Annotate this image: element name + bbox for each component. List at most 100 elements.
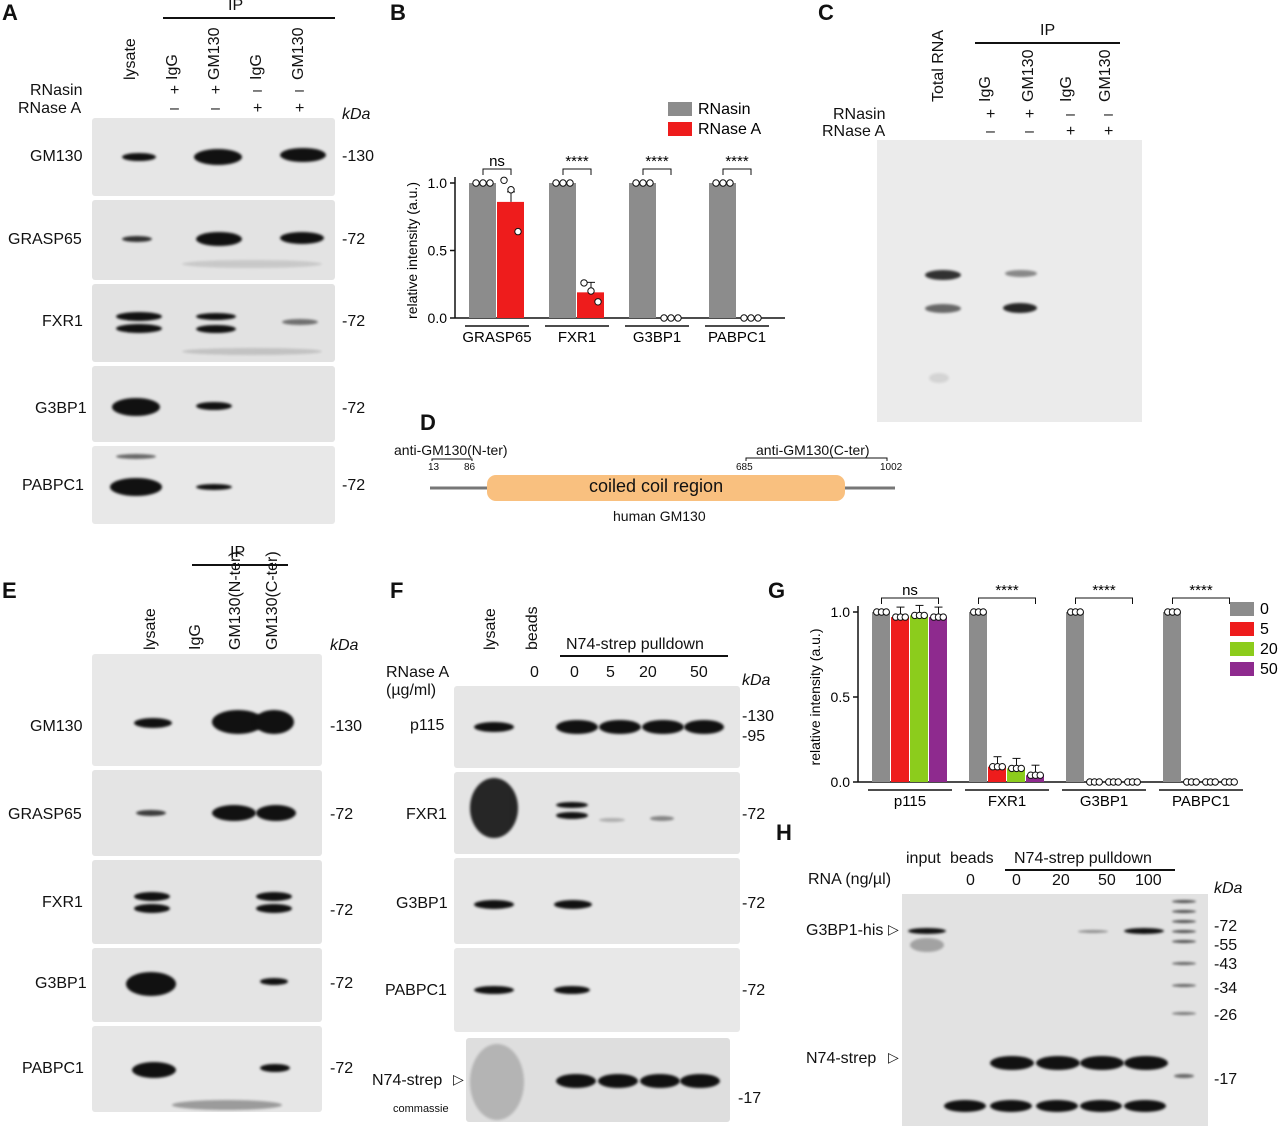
data-point	[882, 608, 890, 616]
domain-diagram	[430, 457, 895, 501]
sign: +	[986, 106, 996, 123]
y-axis-label: relative intensity (a.u.)	[404, 182, 420, 319]
panel-label-b: B	[390, 0, 406, 25]
chart-b: 0.0 0.5 1.0 relative intensity (a.u.) GRASP6…	[404, 101, 785, 346]
sign: +	[1104, 123, 1114, 140]
sign: +	[1066, 123, 1076, 140]
data-point	[719, 179, 727, 187]
marker-label: -72	[330, 1060, 354, 1077]
significance-label: ****	[995, 582, 1019, 599]
data-point	[587, 287, 595, 295]
panel-label-f: F	[390, 578, 404, 603]
bar	[497, 201, 524, 318]
blot-grasp65-a	[92, 200, 335, 280]
conc: 0	[966, 872, 975, 889]
protein-label: human GM130	[613, 508, 706, 524]
bar	[969, 612, 987, 782]
data-point	[979, 608, 987, 616]
lane-label: IgG	[164, 54, 181, 80]
blot-gm130-a	[92, 118, 335, 196]
chart-g-plot: 0.0 0.5 1.0 relative intensity (a.u.) p115 ns…	[807, 582, 1278, 810]
data-point	[1173, 608, 1181, 616]
category-label: PABPC1	[1172, 793, 1230, 810]
data-point	[646, 179, 654, 187]
sign: –	[1066, 106, 1075, 123]
marker-label: -130	[330, 718, 363, 735]
coiled-coil-region-box	[487, 475, 845, 501]
data-point	[1095, 778, 1103, 786]
marker-label: -72	[1214, 918, 1238, 935]
sign: +	[1025, 106, 1035, 123]
bar	[872, 612, 890, 782]
data-point	[939, 613, 947, 621]
category-label: G3BP1	[633, 329, 681, 346]
legend-swatch	[668, 102, 692, 116]
blot-fxr1-e	[92, 860, 322, 944]
ip-label-a: IP	[228, 0, 244, 14]
lane-label: input	[906, 850, 941, 867]
significance-label: ****	[1189, 582, 1213, 599]
pulldown-label-h: N74-strep pulldown	[1014, 850, 1152, 867]
bar	[1163, 612, 1181, 782]
bar	[629, 183, 656, 318]
blot-label: PABPC1	[22, 1060, 84, 1077]
arrowhead-icon: ▷	[888, 1049, 899, 1065]
blot-fxr1-f	[454, 772, 740, 854]
legend-label: 50	[1260, 661, 1278, 678]
sign: +	[295, 100, 305, 117]
data-point	[1230, 778, 1238, 786]
data-point	[1192, 778, 1200, 786]
data-point	[1036, 771, 1044, 779]
conc: 5	[606, 664, 615, 681]
bar	[910, 615, 928, 782]
blot-grasp65-e	[92, 770, 322, 856]
nter-start: 13	[428, 462, 440, 473]
blot-label: FXR1	[406, 806, 447, 823]
data-point	[486, 179, 494, 187]
data-point	[1211, 778, 1219, 786]
data-point	[514, 227, 522, 236]
rna-gel-c	[877, 140, 1142, 422]
significance-bracket	[978, 597, 1036, 604]
coiled-coil-label: coiled coil region	[589, 476, 724, 496]
coomassie-gel-f	[466, 1038, 730, 1122]
panel-label-c: C	[818, 0, 834, 25]
lane-label: IgG	[1058, 76, 1075, 102]
legend-label: 0	[1260, 601, 1269, 618]
significance-bracket	[1172, 597, 1230, 604]
y-tick-label: 1.0	[831, 604, 851, 620]
marker-label: -130	[742, 708, 775, 725]
marker-label: -95	[742, 728, 766, 745]
row-label-rnasin: RNasin	[30, 82, 83, 99]
ip-label-e: IP	[230, 544, 246, 561]
marker-label: -72	[330, 806, 354, 823]
panel-label-e: E	[2, 578, 17, 603]
significance-label: ns	[489, 153, 505, 170]
sign: –	[211, 100, 220, 117]
bar	[709, 183, 736, 318]
data-point	[712, 179, 720, 187]
y-tick-label: 0.0	[428, 310, 448, 326]
data-point	[1017, 764, 1025, 773]
sign: +	[211, 82, 221, 99]
lane-label: GM130	[206, 27, 223, 80]
nter-antibody-label: anti-GM130(N-ter)	[394, 442, 508, 458]
kda-label-f: kDa	[742, 672, 771, 689]
data-point	[1114, 778, 1122, 786]
legend-swatch	[1230, 602, 1254, 616]
lane-label: GM130	[1097, 49, 1114, 102]
significance-label: ****	[645, 153, 669, 170]
legend-label: 20	[1260, 641, 1278, 658]
blot-label: GRASP65	[8, 806, 82, 823]
bar	[469, 183, 496, 318]
marker-label: -72	[342, 400, 366, 417]
sign: –	[1025, 123, 1034, 140]
kda-label-h: kDa	[1214, 880, 1243, 897]
strep-label: N74-strep	[806, 1050, 877, 1067]
blot-label: GM130	[30, 718, 83, 735]
panel-label-d: D	[420, 410, 436, 435]
bar	[929, 617, 947, 782]
nter-end: 86	[464, 462, 476, 473]
bar	[549, 183, 576, 318]
cter-start: 685	[736, 462, 753, 473]
